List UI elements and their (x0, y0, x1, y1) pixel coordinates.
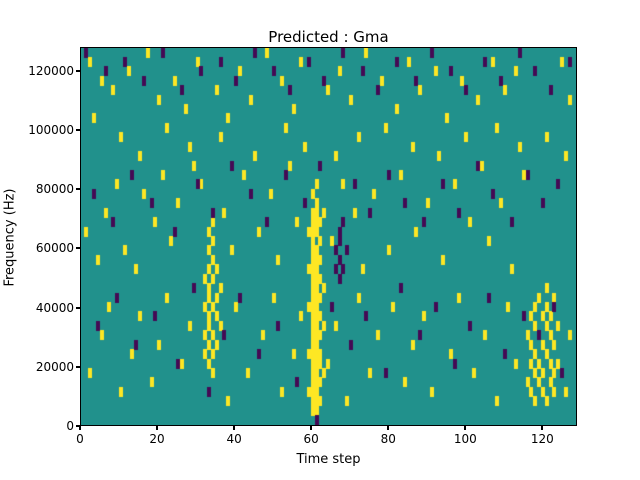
y-tick-mark (76, 69, 80, 72)
x-tick-label: 20 (149, 432, 165, 446)
y-tick-mark (76, 365, 80, 368)
x-tick-label: 120 (530, 432, 554, 446)
x-tick-mark (156, 426, 159, 430)
x-tick-label: 60 (303, 432, 319, 446)
y-tick-label: 0 (66, 419, 74, 433)
y-tick-mark (76, 425, 80, 427)
x-tick-label: 0 (76, 432, 84, 446)
y-tick-label: 40000 (35, 300, 74, 315)
y-tick-label: 20000 (35, 359, 74, 374)
x-tick-mark (541, 426, 544, 430)
plot-area (80, 47, 577, 426)
heatmap-canvas (81, 48, 576, 425)
y-tick-mark (76, 188, 80, 191)
x-tick-mark (387, 426, 390, 430)
x-tick-label: 100 (453, 432, 477, 446)
chart-title: Predicted : Gma (268, 28, 389, 46)
x-tick-mark (310, 426, 313, 430)
y-axis-label: Frequency (Hz) (2, 188, 18, 287)
y-tick-label: 80000 (35, 182, 74, 197)
x-tick-mark (464, 426, 467, 430)
y-tick-label: 60000 (35, 241, 74, 256)
x-tick-label: 80 (380, 432, 396, 446)
x-tick-label: 40 (226, 432, 242, 446)
x-axis-label: Time step (296, 452, 361, 467)
y-tick-label: 100000 (28, 122, 74, 137)
y-tick-mark (76, 128, 80, 131)
x-tick-mark (233, 426, 236, 430)
y-tick-mark (76, 247, 80, 250)
y-tick-mark (76, 306, 80, 309)
y-tick-label: 120000 (28, 63, 74, 78)
x-tick-mark (79, 426, 81, 430)
